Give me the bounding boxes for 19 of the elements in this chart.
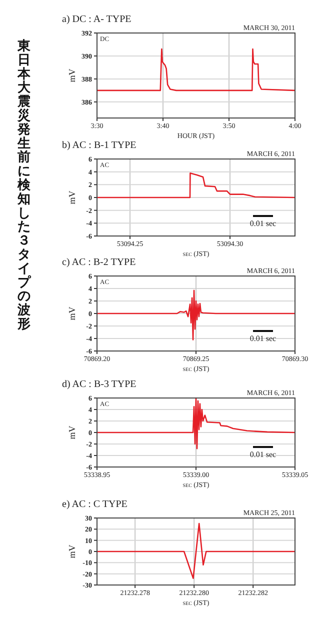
line-series: [97, 172, 295, 198]
y-axis-title: mV: [67, 190, 77, 204]
chart-title: b) AC : B-1 TYPE: [62, 140, 136, 151]
annotation: 0.01 sec: [250, 450, 277, 459]
chart-title: e) AC : C TYPE: [62, 499, 128, 510]
y-axis-title: mV: [67, 425, 77, 440]
chart-title: c) AC : B-2 TYPE: [62, 257, 136, 268]
y-axis-title: mV: [67, 306, 77, 320]
line-series: [97, 48, 295, 92]
annotation: 0.01 sec: [250, 334, 277, 343]
chart-title: a) DC : A- TYPE: [62, 14, 132, 25]
y-axis-title: mV: [67, 544, 77, 558]
chart-title: d) AC : B-3 TYPE: [62, 379, 136, 390]
line-series: [97, 522, 295, 579]
annotation: 0.01 sec: [250, 219, 277, 228]
line-series: [97, 290, 295, 340]
chart-title: 東日本大震災発生前に検知した３タイプの波形: [18, 39, 30, 332]
line-series: [97, 397, 295, 450]
y-axis-title: mV: [67, 68, 77, 82]
